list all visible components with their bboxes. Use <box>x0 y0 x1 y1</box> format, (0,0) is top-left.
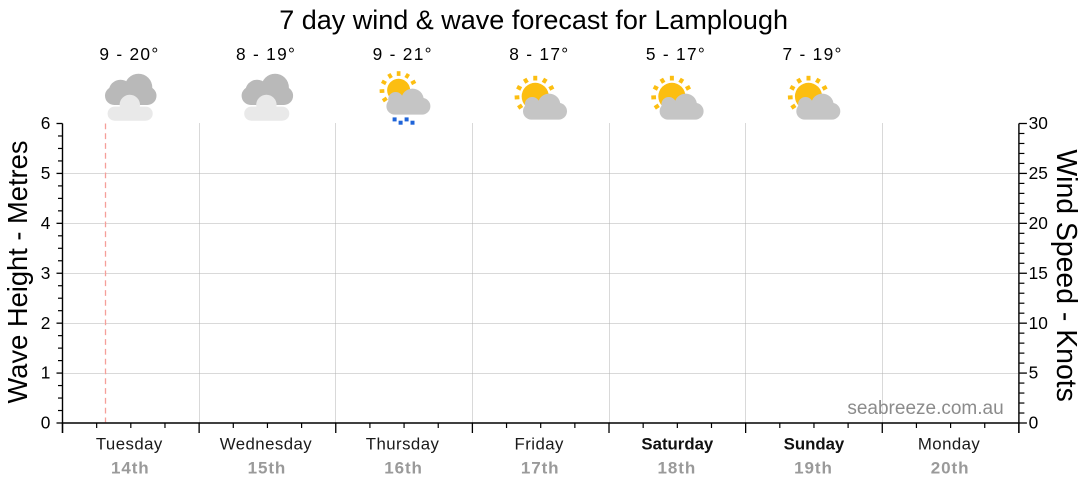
svg-text:Friday: Friday <box>515 435 564 454</box>
svg-text:2: 2 <box>41 313 51 333</box>
svg-text:Wednesday: Wednesday <box>220 435 313 454</box>
svg-text:15th: 15th <box>248 458 287 477</box>
svg-text:9 - 20°: 9 - 20° <box>99 44 159 64</box>
svg-text:Thursday: Thursday <box>366 435 440 454</box>
svg-text:Sunday: Sunday <box>784 435 845 454</box>
svg-text:7 - 19°: 7 - 19° <box>783 44 843 64</box>
svg-text:8 - 19°: 8 - 19° <box>236 44 296 64</box>
svg-text:6: 6 <box>41 113 51 133</box>
svg-text:17th: 17th <box>521 458 560 477</box>
svg-text:14th: 14th <box>111 458 150 477</box>
svg-text:20th: 20th <box>931 458 970 477</box>
svg-text:8 - 17°: 8 - 17° <box>509 44 569 64</box>
svg-text:seabreeze.com.au: seabreeze.com.au <box>847 398 1003 419</box>
svg-text:30: 30 <box>1029 113 1048 133</box>
svg-text:18th: 18th <box>658 458 697 477</box>
svg-text:25: 25 <box>1029 163 1048 183</box>
svg-text:5 - 17°: 5 - 17° <box>646 44 706 64</box>
svg-text:0: 0 <box>1029 413 1039 433</box>
svg-text:19th: 19th <box>794 458 833 477</box>
svg-text:5: 5 <box>41 163 51 183</box>
svg-text:Wave Height - Metres: Wave Height - Metres <box>2 141 33 404</box>
svg-text:20: 20 <box>1029 213 1048 233</box>
svg-text:Saturday: Saturday <box>641 435 713 454</box>
svg-text:Monday: Monday <box>918 435 981 454</box>
svg-text:5: 5 <box>1029 363 1039 383</box>
svg-text:16th: 16th <box>384 458 423 477</box>
svg-text:4: 4 <box>41 213 51 233</box>
svg-text:Wind Speed - Knots: Wind Speed - Knots <box>1050 149 1080 402</box>
svg-text:9 - 21°: 9 - 21° <box>373 44 433 64</box>
svg-text:3: 3 <box>41 263 51 283</box>
svg-text:0: 0 <box>41 413 51 433</box>
svg-text:10: 10 <box>1029 313 1048 333</box>
svg-text:1: 1 <box>41 363 51 383</box>
svg-text:15: 15 <box>1029 263 1048 283</box>
svg-text:Tuesday: Tuesday <box>96 435 163 454</box>
svg-text:7 day wind & wave forecast for: 7 day wind & wave forecast for Lamplough <box>279 5 788 35</box>
